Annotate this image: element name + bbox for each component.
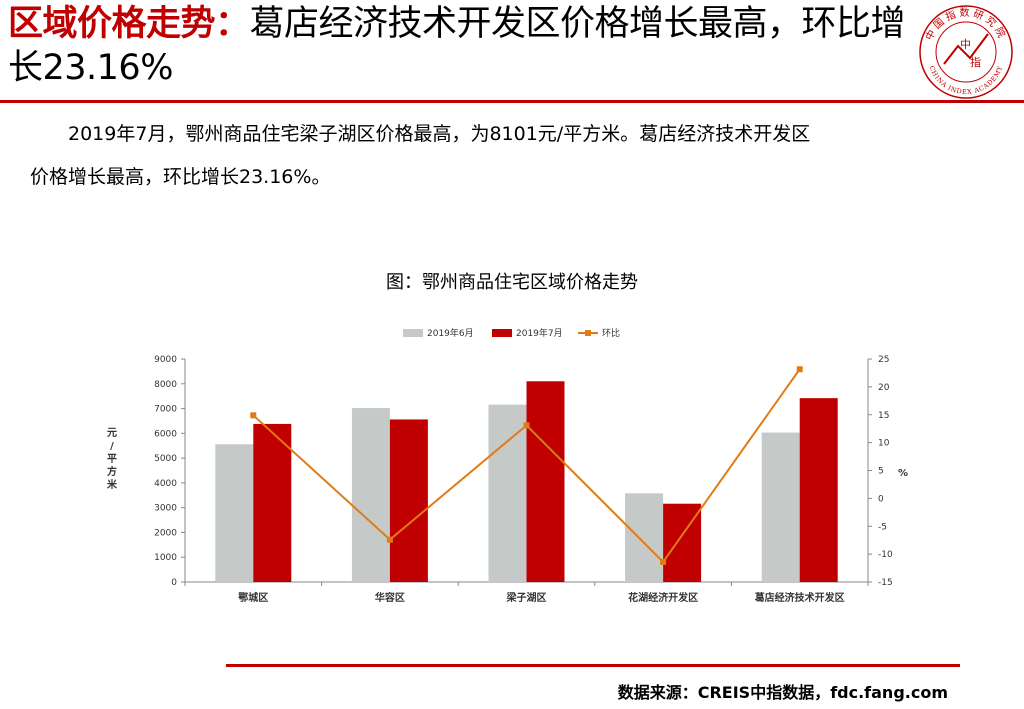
bar-july <box>253 423 292 582</box>
legend-label-july: 2019年7月 <box>516 327 563 339</box>
y-left-tick-label: 4000 <box>154 479 177 489</box>
x-tick-label: 鄂城区 <box>238 591 268 604</box>
bar-june <box>761 432 800 582</box>
y-right-tick-label: 25 <box>878 355 889 365</box>
legend-swatch-mom-marker <box>585 330 591 336</box>
mom-point <box>660 558 667 565</box>
mom-point <box>250 412 257 419</box>
y-left-axis-label-char: 平 <box>107 453 117 465</box>
y-left-tick-label: 1000 <box>154 553 177 563</box>
footer-divider <box>226 664 960 667</box>
y-right-tick-label: 0 <box>878 494 884 504</box>
title-highlight: 区域价格走势： <box>8 4 250 44</box>
y-left-tick-label: 8000 <box>154 380 177 390</box>
logo-center-char-1: 中 <box>960 38 971 51</box>
data-source: 数据来源：CREIS中指数据，fdc.fang.com <box>617 683 948 702</box>
y-left-tick-label: 7000 <box>154 405 177 415</box>
title-text: 葛店经济技术开发区价格增长最高，环比增长23.16% <box>8 4 906 88</box>
y-right-tick-label: 20 <box>878 383 890 393</box>
y-left-tick-label: 2000 <box>154 528 177 538</box>
y-left-tick-label: 3000 <box>154 504 177 514</box>
y-left-tick-label: 5000 <box>154 454 177 464</box>
y-left-tick-label: 0 <box>171 578 177 588</box>
y-left-tick-label: 6000 <box>154 429 177 439</box>
y-left-axis-label-char: 元 <box>107 427 117 439</box>
x-tick-label: 梁子湖区 <box>506 591 547 604</box>
legend-label-june: 2019年6月 <box>427 327 474 339</box>
y-right-tick-label: 15 <box>878 411 889 421</box>
x-tick-label: 华容区 <box>375 591 405 604</box>
summary-line-2: 价格增长最高，环比增长23.16%。 <box>30 166 331 188</box>
bar-june <box>215 444 254 582</box>
bar-july <box>799 398 838 582</box>
summary-line-1: 2019年7月，鄂州商品住宅梁子湖区价格最高，为8101元/平方米。葛店经济技术… <box>68 123 811 145</box>
bar-june <box>351 408 390 582</box>
y-right-tick-label: -15 <box>878 578 893 588</box>
summary-paragraph: 2019年7月，鄂州商品住宅梁子湖区价格最高，为8101元/平方米。葛店经济技术… <box>30 113 990 199</box>
y-right-tick-label: -10 <box>878 550 893 560</box>
mom-point <box>523 422 530 429</box>
x-tick-label: 花湖经济开发区 <box>628 591 698 604</box>
bar-july <box>389 419 428 582</box>
china-index-academy-logo: 中国指数研究院 CHINA INDEX ACADEMY 中 指 <box>919 5 1013 99</box>
y-right-tick-label: 5 <box>878 467 884 477</box>
y-left-axis-label-char: / <box>110 441 114 452</box>
chart-title: 图：鄂州商品住宅区域价格走势 <box>386 272 638 293</box>
legend-swatch-july <box>492 329 512 337</box>
legend-label-mom: 环比 <box>602 327 620 339</box>
y-right-axis-label: % <box>898 468 908 479</box>
bar-june <box>625 493 664 582</box>
mom-point <box>386 536 393 543</box>
bar-june <box>488 404 527 582</box>
y-left-tick-label: 9000 <box>154 355 177 365</box>
logo-center-char-2: 指 <box>970 55 981 69</box>
slide-title: 区域价格走势：葛店经济技术开发区价格增长最高，环比增长23.16% <box>8 2 908 90</box>
bar-july <box>526 381 565 582</box>
mom-point <box>796 366 803 373</box>
legend-swatch-june <box>403 329 423 337</box>
y-left-axis-label-char: 米 <box>107 478 118 491</box>
title-divider <box>0 100 1024 103</box>
y-left-axis-label-char: 方 <box>107 465 117 478</box>
y-right-tick-label: -5 <box>878 522 887 532</box>
y-right-tick-label: 10 <box>878 439 890 449</box>
x-tick-label: 葛店经济技术开发区 <box>754 591 845 604</box>
